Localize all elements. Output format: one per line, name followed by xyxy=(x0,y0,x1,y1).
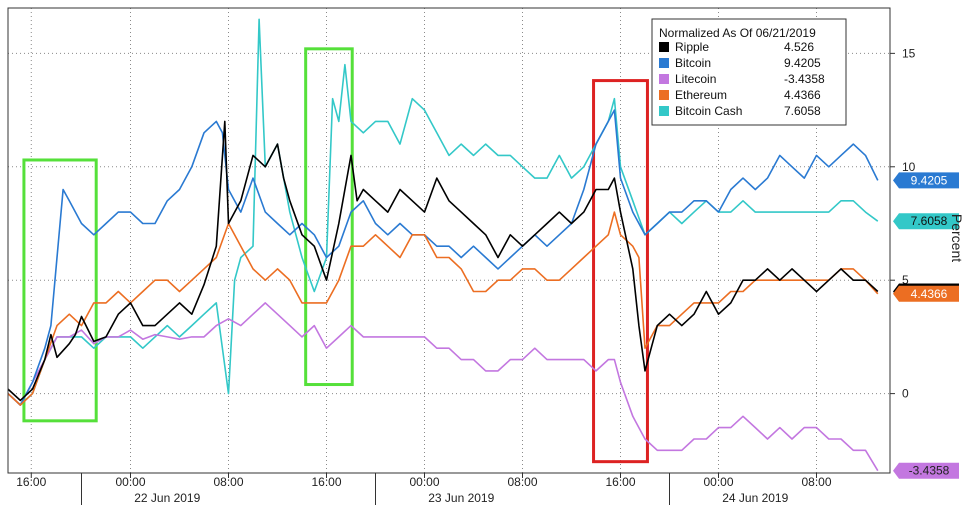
y-tick-label: 5 xyxy=(902,273,909,287)
highlight-box xyxy=(304,47,354,387)
y-tick-label: 10 xyxy=(902,160,916,174)
legend-value: 4.4366 xyxy=(784,88,821,102)
plot-frame xyxy=(7,7,891,474)
series-lines xyxy=(7,18,879,472)
legend-swatch-litecoin xyxy=(659,74,669,84)
series-line-litecoin xyxy=(7,302,879,472)
date-label: 22 Jun 2019 xyxy=(134,491,200,505)
legend-value: 7.6058 xyxy=(784,104,821,118)
value-tag-bitcoin xyxy=(893,172,959,189)
x-tick-label: 08:00 xyxy=(801,475,831,489)
legend-name: Litecoin xyxy=(675,72,716,86)
legend-swatch-bitcoin xyxy=(659,58,669,68)
value-tag-label: -3.4358 xyxy=(909,464,950,478)
legend-swatch-ripple xyxy=(659,42,669,52)
value-tag-label: 7.6058 xyxy=(911,214,948,228)
y-tick-label: 15 xyxy=(902,46,916,60)
value-tag-litecoin xyxy=(893,462,959,479)
y-tick-label: 0 xyxy=(902,387,909,401)
highlight-box xyxy=(592,79,649,464)
x-tick-label: 08:00 xyxy=(213,475,243,489)
y-axis-label: Percent xyxy=(949,214,965,262)
date-label: 23 Jun 2019 xyxy=(428,491,494,505)
date-label: 24 Jun 2019 xyxy=(722,491,788,505)
x-tick-label: 00:00 xyxy=(115,475,145,489)
legend-value: 4.526 xyxy=(784,40,814,54)
axes: 16:00 00:00 08:00 16:00 00:00 08:00 16:00 00:00… xyxy=(7,7,916,505)
x-tick-label: 00:00 xyxy=(409,475,439,489)
x-tick-label: 00:00 xyxy=(703,475,733,489)
legend-name: Ethereum xyxy=(675,88,727,102)
value-tag-ethereum xyxy=(893,285,959,302)
series-line-ripple xyxy=(7,120,879,402)
legend-value: 9.4205 xyxy=(784,56,821,70)
highlight-boxes xyxy=(22,47,649,464)
legend-title: Normalized As Of 06/21/2019 xyxy=(659,26,816,40)
x-tick-label: 08:00 xyxy=(507,475,537,489)
x-tick-label: 16:00 xyxy=(16,475,46,489)
value-tag-label: 4.4366 xyxy=(911,287,948,301)
legend: Normalized As Of 06/21/2019 Ripple 4.526 B… xyxy=(651,18,847,126)
legend-name: Bitcoin xyxy=(675,56,711,70)
legend-swatch-bitcoin-cash xyxy=(659,106,669,116)
legend-value: -3.4358 xyxy=(784,72,825,86)
value-tag-label: 9.4205 xyxy=(911,173,948,187)
series-line-bitcoin xyxy=(7,109,879,406)
legend-name: Bitcoin Cash xyxy=(675,104,742,118)
legend-name: Ripple xyxy=(675,40,709,54)
highlight-box xyxy=(22,158,98,423)
series-line-bitcoin-cash xyxy=(7,18,879,406)
value-tag-bitcoin-cash xyxy=(893,213,959,230)
x-tick-label: 16:00 xyxy=(605,475,635,489)
x-tick-label: 16:00 xyxy=(311,475,341,489)
series-line-ethereum xyxy=(7,211,879,406)
legend-swatch-ethereum xyxy=(659,90,669,100)
legend-box xyxy=(651,18,847,126)
